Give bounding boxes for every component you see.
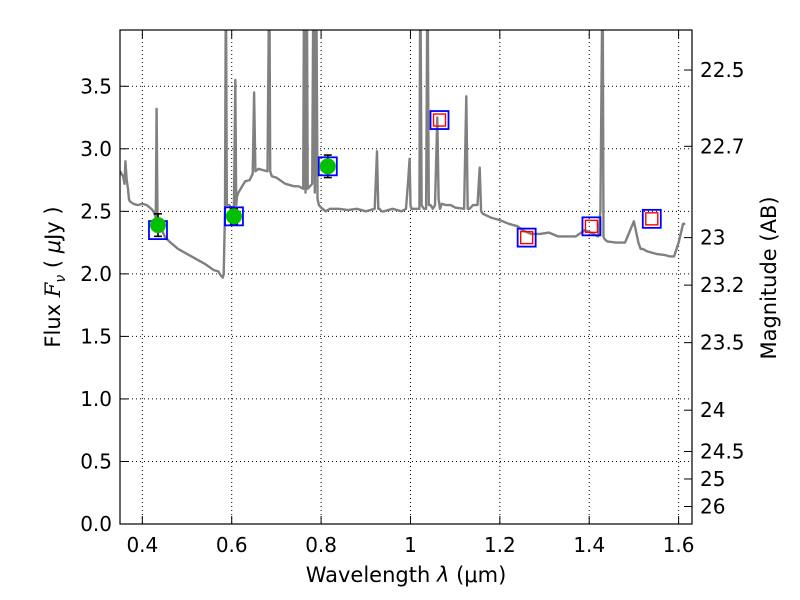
- grid: [120, 30, 692, 525]
- axis-ticks: 0.4 0.6 0.8 1 1.2 1.4 1.6 0.0 0.5 1.0 1.5 2.0 2.5 3.0…: [80, 30, 745, 557]
- x-tick-label: 0.6: [216, 533, 248, 557]
- y2-tick-label: 24.5: [700, 439, 745, 463]
- model-photometry-square: [516, 227, 537, 248]
- photometry-points: [148, 110, 662, 248]
- y-tick-label: 2.0: [80, 262, 112, 286]
- y2-tick-label: 23.2: [700, 273, 745, 297]
- x-tick-label: 1: [404, 533, 417, 557]
- y2-tick-label: 22.5: [700, 58, 745, 82]
- model-photometry-square: [429, 110, 450, 130]
- x-tick-label: 0.8: [305, 533, 337, 557]
- y2-tick-label: 22.7: [700, 134, 745, 158]
- y-tick-label: 0.5: [80, 449, 112, 473]
- y-tick-label: 0.0: [80, 512, 112, 536]
- x-tick-label: 1.4: [573, 533, 605, 557]
- y2-tick-label: 24: [700, 398, 725, 422]
- model-spectrum: [120, 30, 686, 279]
- model-photometry-square: [581, 216, 602, 237]
- x-tick-label: 0.4: [126, 533, 158, 557]
- nondetection-square: [432, 113, 447, 127]
- y-tick-label: 1.5: [80, 324, 112, 348]
- x-tick-label: 1.6: [663, 533, 695, 557]
- nondetection-square: [645, 212, 659, 226]
- y2-tick-label: 26: [700, 494, 725, 518]
- nondetection-square: [519, 230, 534, 245]
- y2-tick-label: 23.5: [700, 331, 745, 355]
- plot-frame: [119, 29, 693, 525]
- detected-point: [319, 158, 336, 175]
- detected-point: [149, 217, 166, 234]
- model-photometry-square: [641, 208, 662, 229]
- y2-tick-label: 25: [700, 467, 725, 491]
- x-axis-title: Wavelength λ (μm): [306, 563, 507, 587]
- y2-tick-label: 23: [700, 226, 725, 250]
- x-tick-label: 1.2: [484, 533, 516, 557]
- y-tick-label: 3.0: [80, 137, 112, 161]
- y2-axis-title: Magnitude (AB): [757, 196, 781, 359]
- y-tick-label: 2.5: [80, 199, 112, 223]
- detected-point: [225, 208, 242, 225]
- y-tick-label: 1.0: [80, 387, 112, 411]
- nondetection-square: [584, 219, 599, 234]
- spectrum-line: [120, 30, 686, 279]
- model-photometry-square: [317, 156, 338, 177]
- model-photometry-square: [224, 206, 244, 227]
- y-tick-label: 3.5: [80, 74, 112, 98]
- y-axis-title: Flux Fν ( μJy ): [41, 206, 69, 347]
